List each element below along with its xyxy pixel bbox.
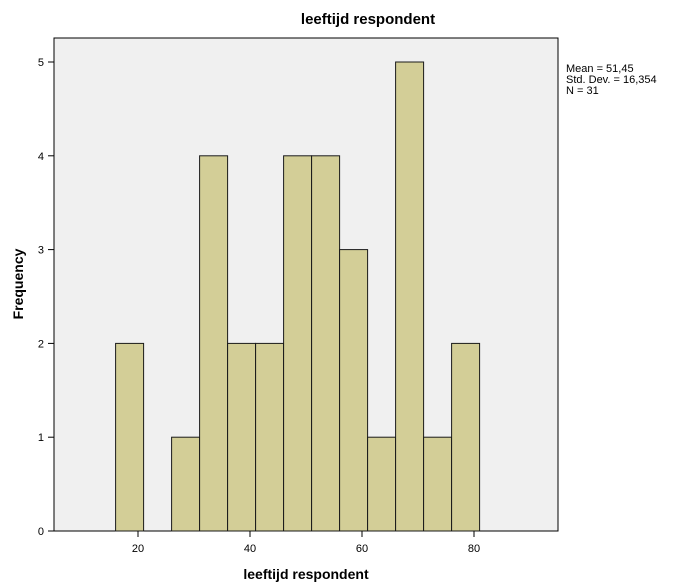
y-tick-label: 2 xyxy=(38,338,44,350)
y-tick-label: 3 xyxy=(38,245,44,257)
histogram-bar xyxy=(339,249,369,532)
histogram-bar xyxy=(283,155,313,532)
x-tick-label: 60 xyxy=(356,543,368,555)
histogram-bar xyxy=(311,155,341,532)
stat-std-dev: Std. Dev. = 16,354 xyxy=(566,74,657,86)
x-axis: 20 40 60 80 xyxy=(132,531,480,555)
x-tick-label: 80 xyxy=(468,543,480,555)
histogram-bar xyxy=(367,436,397,532)
x-axis-label: leeftijd respondent xyxy=(243,566,369,582)
stat-mean: Mean = 51,45 xyxy=(566,63,634,75)
stat-n: N = 31 xyxy=(566,85,599,97)
y-tick-label: 0 xyxy=(38,526,44,538)
y-tick-label: 1 xyxy=(38,432,44,444)
chart-title: leeftijd respondent xyxy=(301,11,435,28)
x-tick-label: 20 xyxy=(132,543,144,555)
histogram-bar xyxy=(171,436,201,532)
y-axis: 0 1 2 3 4 5 xyxy=(38,57,54,538)
histogram-bar xyxy=(451,342,481,532)
histogram-bars xyxy=(115,61,481,532)
y-tick-label: 5 xyxy=(38,57,44,69)
histogram-bar xyxy=(227,342,257,532)
statistics-legend: Mean = 51,45 Std. Dev. = 16,354 N = 31 xyxy=(566,64,657,97)
histogram-bar xyxy=(115,342,145,532)
histogram-bar xyxy=(423,436,453,532)
histogram-bar xyxy=(255,342,285,532)
y-axis-label: Frequency xyxy=(10,248,26,319)
histogram-bar xyxy=(395,61,425,532)
y-tick-label: 4 xyxy=(38,151,44,163)
histogram-bar xyxy=(199,155,229,532)
x-tick-label: 40 xyxy=(244,543,256,555)
